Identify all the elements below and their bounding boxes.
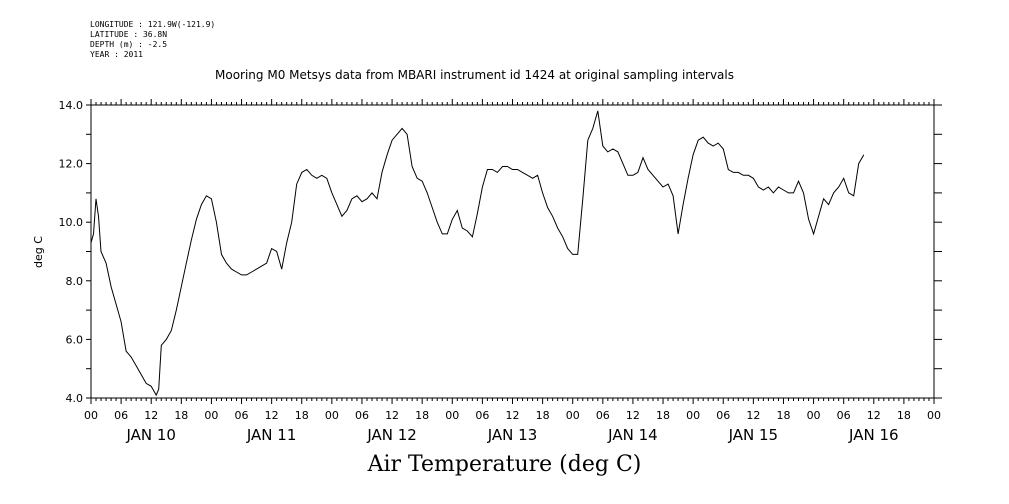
x-tick-label: 06 bbox=[235, 409, 249, 422]
x-tick-label: 12 bbox=[746, 409, 760, 422]
day-label: JAN 16 bbox=[848, 426, 899, 444]
y-tick-label: 4.0 bbox=[66, 392, 84, 405]
x-tick-label: 18 bbox=[415, 409, 429, 422]
y-tick-label: 10.0 bbox=[59, 216, 84, 229]
y-tick-label: 6.0 bbox=[66, 333, 84, 346]
series-line-air-temperature bbox=[90, 110, 865, 397]
x-tick-label: 00 bbox=[325, 409, 339, 422]
x-tick-label: 18 bbox=[174, 409, 188, 422]
x-tick-label: 12 bbox=[867, 409, 881, 422]
x-tick-label: 18 bbox=[897, 409, 911, 422]
x-tick-label: 12 bbox=[265, 409, 279, 422]
day-label: JAN 12 bbox=[366, 426, 417, 444]
x-tick-label: 00 bbox=[686, 409, 700, 422]
chart-title: Mooring M0 Metsys data from MBARI instru… bbox=[215, 68, 734, 82]
y-tick-label: 8.0 bbox=[66, 275, 84, 288]
meta-depth: DEPTH (m) : -2.5 bbox=[90, 40, 168, 49]
day-label: JAN 14 bbox=[607, 426, 658, 444]
x-tick-label: 12 bbox=[144, 409, 158, 422]
y-axis-label: deg C bbox=[32, 236, 45, 268]
x-tick-label: 12 bbox=[626, 409, 640, 422]
x-tick-label: 00 bbox=[84, 409, 98, 422]
x-tick-label: 00 bbox=[204, 409, 218, 422]
meta-longitude: LONGITUDE : 121.9W(-121.9) bbox=[90, 20, 216, 29]
metadata-block: LONGITUDE : 121.9W(-121.9) LATITUDE : 36… bbox=[90, 20, 215, 60]
x-tick-labels: 00 06 12 18 00 06 12 18 00 06 12 18 00 06 12 18 00 06 12 18… bbox=[84, 409, 941, 422]
meta-latitude: LATITUDE : 36.8N bbox=[90, 30, 168, 39]
x-tick-label: 00 bbox=[566, 409, 580, 422]
x-tick-label: 12 bbox=[506, 409, 520, 422]
plot-frame bbox=[90, 104, 935, 399]
day-label: JAN 15 bbox=[728, 426, 779, 444]
x-tick-label: 18 bbox=[776, 409, 790, 422]
x-tick-label: 00 bbox=[807, 409, 821, 422]
x-tick-label: 18 bbox=[656, 409, 670, 422]
day-label: JAN 11 bbox=[246, 426, 297, 444]
day-labels: JAN 10 JAN 11 JAN 12 JAN 13 JAN 14 JAN 15 JAN … bbox=[125, 426, 898, 444]
y-tick-labels: 4.0 6.0 8.0 10.0 12.0 14.0 bbox=[59, 99, 84, 405]
meta-year: YEAR : 2011 bbox=[90, 50, 143, 59]
x-tick-label: 00 bbox=[927, 409, 941, 422]
x-tick-label: 00 bbox=[445, 409, 459, 422]
x-tick-label: 06 bbox=[114, 409, 128, 422]
x-tick-label: 06 bbox=[475, 409, 489, 422]
x-tick-label: 12 bbox=[385, 409, 399, 422]
x-tick-label: 06 bbox=[837, 409, 851, 422]
plot-caption: Air Temperature (deg C) bbox=[367, 452, 642, 477]
x-tick-label: 18 bbox=[536, 409, 550, 422]
day-label: JAN 13 bbox=[487, 426, 538, 444]
y-tick-label: 14.0 bbox=[59, 99, 84, 112]
x-tick-label: 18 bbox=[295, 409, 309, 422]
x-tick-label: 06 bbox=[716, 409, 730, 422]
day-label: JAN 10 bbox=[125, 426, 176, 444]
x-tick-label: 06 bbox=[596, 409, 610, 422]
x-tick-label: 06 bbox=[355, 409, 369, 422]
tick-marks bbox=[86, 99, 942, 404]
y-tick-label: 12.0 bbox=[59, 158, 84, 171]
